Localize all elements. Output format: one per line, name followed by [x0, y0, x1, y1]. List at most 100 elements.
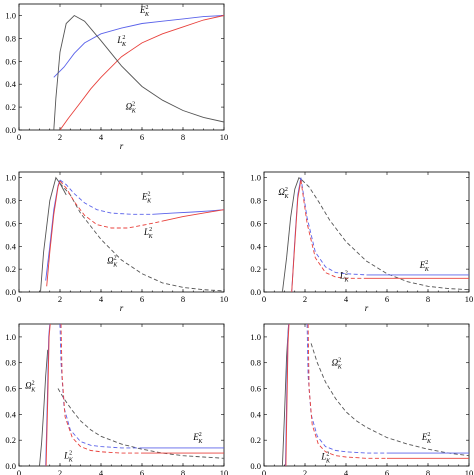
y-tick-label: 0.2	[250, 264, 261, 274]
x-tick-label: 8	[181, 132, 185, 142]
x-tick-label: 10	[220, 132, 229, 142]
y-tick-label: 1.0	[250, 173, 261, 183]
y-tick-label: 0.2	[5, 264, 16, 274]
series-omega-solid	[53, 14, 224, 130]
series-omega-dashed	[59, 183, 224, 292]
annotation-e: E2 K	[421, 432, 432, 445]
annotation-omega: Ω2 K	[332, 357, 343, 370]
y-tick-label: 0.8	[250, 358, 261, 368]
y-tick-label: 0.2	[5, 102, 16, 112]
x-tick-label: 10	[220, 294, 229, 304]
series-l-solid	[162, 209, 224, 222]
plot-frame	[263, 323, 470, 467]
annotation-omega: Ω2 K	[25, 381, 36, 394]
x-tick-label: 0	[262, 294, 266, 304]
y-tick-label: 0.4	[5, 241, 16, 251]
y-tick-label: 0.0	[5, 461, 16, 471]
series-l-solid	[46, 180, 61, 287]
y-tick-label: 0.0	[250, 461, 261, 471]
annotation-e: E2 K	[139, 5, 150, 18]
plot-frame	[18, 3, 225, 131]
x-tick-label: 4	[99, 468, 104, 475]
annotation-l: L2 K	[143, 227, 154, 240]
series-omega-dashed	[57, 388, 224, 459]
series-e-dashed	[59, 324, 142, 449]
x-tick-label: 10	[465, 294, 474, 304]
x-tick-label: 10	[220, 468, 229, 475]
annotation-e: E2 K	[141, 191, 152, 204]
y-tick-label: 0.6	[5, 218, 16, 228]
x-tick-label: 4	[344, 294, 349, 304]
series-e-dashed	[59, 179, 153, 215]
x-tick-label: 2	[303, 468, 307, 475]
series-l-solid	[285, 324, 290, 466]
x-tick-label: 6	[140, 132, 144, 142]
annotation-l: L2 K	[320, 452, 331, 465]
x-tick-label: 8	[426, 468, 430, 475]
x-tick-label: 8	[181, 294, 185, 304]
x-tick-label: 2	[58, 294, 62, 304]
x-tick-label: 0	[17, 468, 21, 475]
annotation-l: L2 K	[116, 35, 127, 48]
x-tick-label: 2	[58, 468, 62, 475]
series-omega-dashed	[301, 179, 469, 291]
series-e-dashed	[300, 177, 367, 276]
annotation-l: L2 K	[339, 270, 350, 283]
x-tick-label: 4	[344, 468, 349, 475]
annotation-omega: Ω2 K	[126, 101, 137, 114]
x-tick-label: 2	[58, 132, 62, 142]
x-tick-label: 4	[99, 294, 104, 304]
y-tick-label: 0.4	[5, 409, 16, 419]
series-omega-solid	[40, 176, 67, 292]
y-tick-label: 0.2	[5, 435, 16, 445]
series-l-dashed	[300, 179, 367, 279]
x-tick-label: 2	[303, 294, 307, 304]
x-tick-label: 0	[17, 294, 21, 304]
panel-mid-right: 0 2 4 6 8 10 0.0 0.2 0.4 0.6 0.8 1.0 r E2 K L2 K Ω2 K	[250, 171, 474, 313]
x-tick-label: 8	[181, 468, 185, 475]
x-tick-label: 0	[262, 468, 266, 475]
y-tick-label: 0.0	[250, 287, 261, 297]
series-omega-solid	[39, 349, 49, 466]
plot-frame	[18, 323, 225, 467]
series-l-solid	[59, 15, 224, 130]
y-tick-label: 1.0	[5, 173, 16, 183]
series-omega-dashed	[310, 343, 469, 457]
y-tick-label: 0.0	[5, 125, 16, 135]
y-tick-label: 1.0	[5, 332, 16, 342]
series-e-solid	[45, 179, 61, 281]
series-l-dashed	[59, 180, 163, 229]
x-tick-label: 0	[17, 132, 21, 142]
x-tick-label: 6	[140, 294, 144, 304]
series-e-solid	[152, 209, 224, 215]
x-axis-label: r	[120, 303, 124, 313]
y-tick-label: 0.6	[5, 384, 16, 394]
y-tick-label: 0.8	[5, 33, 16, 43]
series-l-solid	[291, 179, 302, 292]
x-tick-label: 6	[385, 468, 389, 475]
y-tick-label: 0.2	[250, 435, 261, 445]
y-tick-label: 0.6	[250, 384, 261, 394]
plot-frame	[18, 171, 225, 293]
y-tick-label: 0.4	[250, 241, 261, 251]
series-e-dashed	[306, 324, 387, 454]
series-omega-solid	[281, 176, 303, 292]
y-tick-label: 0.4	[250, 409, 261, 419]
x-axis-label: r	[365, 303, 369, 313]
x-tick-label: 4	[99, 132, 104, 142]
annotation-l: L2 K	[63, 450, 74, 463]
x-tick-label: 6	[140, 468, 144, 475]
series-e-solid	[53, 15, 224, 78]
y-tick-label: 0.6	[250, 218, 261, 228]
panel-mid-left: 0 2 4 6 8 10 0.0 0.2 0.4 0.6 0.8 1.0 r E2 K L2 K Ω2 K	[5, 171, 229, 313]
x-tick-label: 6	[385, 294, 389, 304]
panel-top: 0 2 4 6 8 10 0.0 0.2 0.4 0.6 0.8 1.0 r E2 K L2 K Ω2 K	[5, 3, 229, 151]
y-tick-label: 0.6	[5, 56, 16, 66]
annotation-e: E2 K	[192, 432, 203, 445]
annotation-e: E2 K	[419, 260, 430, 273]
x-axis-label: r	[120, 141, 124, 151]
y-tick-label: 0.8	[250, 196, 261, 206]
